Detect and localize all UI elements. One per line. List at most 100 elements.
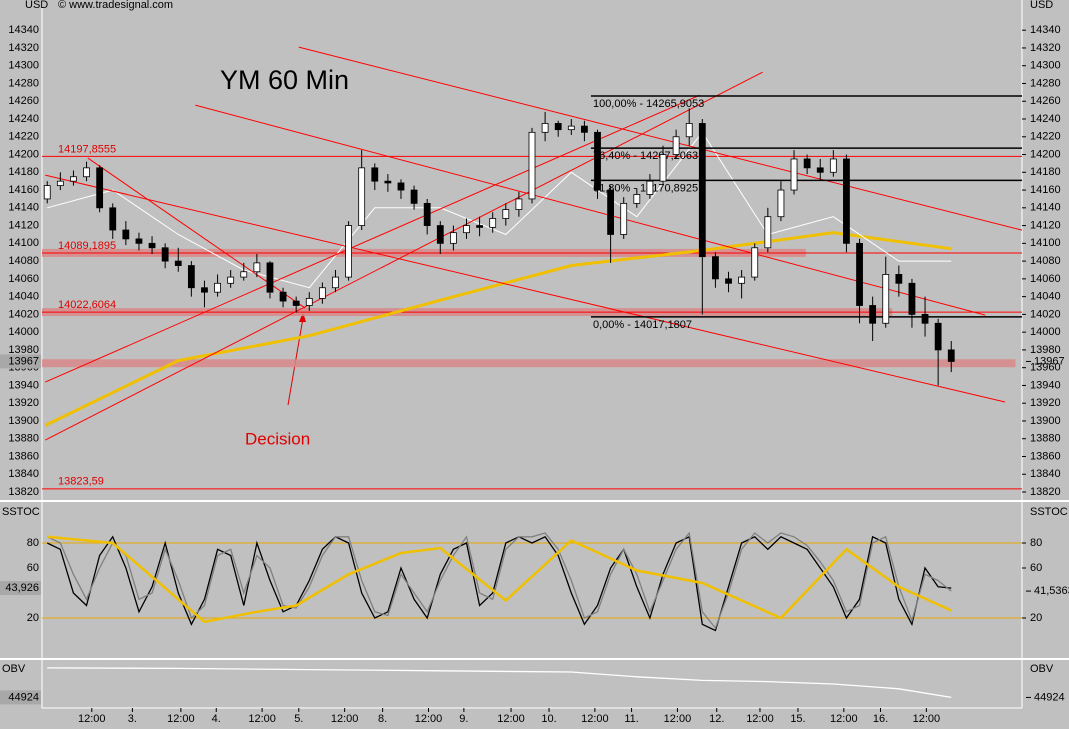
panel-label: SSTOC [1030, 506, 1068, 518]
candle-body [764, 216, 772, 249]
y-tick-label: 14180 [1030, 166, 1061, 178]
y-tick-label: 14040 [8, 291, 39, 303]
copyright: © www.tradesignal.com [58, 0, 173, 11]
current-box [0, 354, 41, 369]
x-tick-label: 12:00 [746, 713, 774, 725]
y-tick-label: 13940 [1030, 379, 1061, 391]
candle-body [541, 123, 549, 133]
last-label: 43,926 [5, 582, 39, 594]
candle-body [253, 262, 261, 273]
y-tick-label: 14280 [8, 77, 39, 89]
current-label: 44924 [8, 691, 39, 703]
candle-body [279, 291, 287, 302]
x-tick-label: 12:00 [664, 713, 692, 725]
x-tick-label: 9. [459, 713, 468, 725]
candle-body [384, 180, 392, 184]
candle-body [685, 123, 693, 138]
last-box [0, 581, 41, 596]
support-label: 14022,6064 [58, 299, 116, 311]
x-tick-label: 3. [128, 713, 137, 725]
candle-body [70, 176, 77, 182]
y-tick-label: 14080 [1030, 255, 1061, 267]
candle-body [515, 198, 523, 210]
candle-body [528, 131, 536, 200]
y-tick-label: 14220 [8, 131, 39, 143]
y-tick-label: 14300 [1030, 60, 1061, 72]
candle-body [803, 158, 811, 169]
y-tick-label: 14240 [8, 113, 39, 125]
y-tick-label: 13920 [1030, 397, 1061, 409]
candle-body [201, 287, 208, 293]
candle-body [436, 225, 444, 244]
series-line [47, 535, 952, 624]
x-tick-label: 12. [709, 713, 724, 725]
last-label: 41,5363 [1034, 585, 1069, 597]
series-line [47, 667, 952, 699]
panel-label: OBV [2, 663, 26, 675]
y-tick-label: 14040 [1030, 291, 1061, 303]
candle-body [567, 125, 575, 131]
candle-body [423, 202, 431, 226]
y-tick-label: 13880 [1030, 433, 1061, 445]
y-tick-label: 14260 [1030, 95, 1061, 107]
y-tick-label: 13860 [1030, 450, 1061, 462]
trend-line [45, 94, 700, 383]
y-tick-label: 14340 [8, 24, 39, 36]
y-tick-label: 13960 [1030, 362, 1061, 374]
y-tick-label: 14000 [8, 326, 39, 338]
panel-label: SSTOC [2, 506, 40, 518]
current-label: 13967 [1034, 355, 1065, 367]
candle-body [738, 276, 746, 284]
candle-body [463, 225, 470, 234]
annotation: Decision [245, 429, 310, 448]
y-tick-label: 13980 [1030, 344, 1061, 356]
y-tick-label: 14120 [1030, 219, 1061, 231]
current-label: 13967 [8, 355, 39, 367]
y-tick-label: 13860 [8, 450, 39, 462]
x-tick-label: 15. [790, 713, 805, 725]
candle-body [882, 274, 890, 324]
candle-body [227, 276, 235, 284]
candle-body [122, 229, 130, 240]
series-line [44, 231, 952, 427]
y-tick-label: 20 [1030, 612, 1042, 624]
trend-line [45, 174, 1006, 403]
candle-body [554, 123, 562, 131]
x-tick-label: 12:00 [497, 713, 525, 725]
y-tick-label: 14060 [1030, 273, 1061, 285]
candle-body [371, 167, 379, 182]
y-tick-label: 14180 [8, 166, 39, 178]
candle-body [240, 271, 248, 278]
x-tick-label: 12:00 [331, 713, 359, 725]
candle-body [332, 276, 339, 289]
candle-body [305, 298, 313, 306]
candle-body [410, 189, 418, 204]
y-tick-label: 14160 [8, 184, 39, 196]
x-tick-label: 4. [212, 713, 221, 725]
candle-body [947, 349, 955, 362]
x-tick-label: 12:00 [830, 713, 858, 725]
y-tick-label: 14160 [1030, 184, 1061, 196]
x-tick-label: 12:00 [581, 713, 609, 725]
candle-body [43, 185, 51, 200]
series-line [47, 131, 952, 289]
y-tick-label: 13880 [8, 433, 39, 445]
trend-line [298, 46, 1023, 231]
candle-body [83, 167, 90, 178]
candle-body [292, 300, 300, 306]
candle-body [345, 225, 352, 278]
y-tick-label: 14140 [1030, 202, 1061, 214]
candle-body [620, 202, 628, 235]
candle-body [161, 247, 169, 262]
x-tick-label: 12:00 [78, 713, 106, 725]
candle-body [816, 167, 824, 173]
y-tick-label: 14280 [1030, 77, 1061, 89]
y-tick-label: 14020 [8, 308, 39, 320]
trend-line [45, 71, 763, 441]
candle-body [869, 305, 877, 324]
y-tick-label: 13820 [8, 486, 39, 498]
candle-body [109, 207, 117, 231]
y-tick-label: 14080 [8, 255, 39, 267]
fib-label: 76,40% - 14207,2063 [593, 150, 698, 162]
